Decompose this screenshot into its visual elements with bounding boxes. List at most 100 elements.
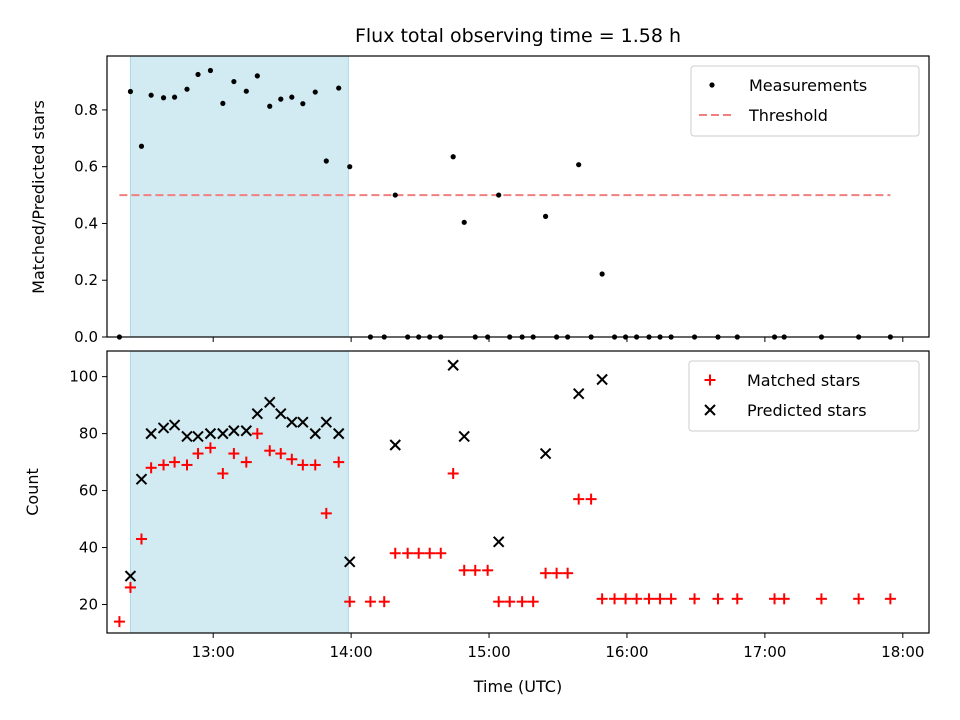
legend-predicted-swatch (704, 404, 716, 416)
predicted-star-point (320, 416, 332, 428)
y-tick-label: 20 (79, 596, 98, 614)
predicted-star-point (286, 416, 298, 428)
x-tick-label: 14:00 (330, 643, 373, 661)
measurement-point (289, 94, 295, 100)
legend-box (690, 65, 920, 137)
legend-label: Threshold (748, 106, 828, 125)
x-tick-label: 15:00 (467, 643, 510, 661)
matched-star-point (169, 456, 181, 468)
y-tick-label: 100 (69, 368, 98, 386)
matched-star-point (228, 448, 240, 460)
predicted-star-point (332, 427, 345, 440)
predicted-star-point (204, 427, 217, 440)
matched-star-point (135, 533, 147, 545)
measurement-point (184, 86, 190, 92)
matched-star-point (286, 453, 298, 465)
measurement-point (278, 96, 284, 102)
legend-label: Measurements (749, 76, 867, 95)
matched-star-point (192, 448, 204, 460)
matched-star-point (482, 564, 494, 576)
y-axis-label-ratio: Matched/Predicted stars (29, 100, 48, 294)
ratio-panel: 0.0 0.2 0.4 0.6 0.8 Measurements Threshold (74, 55, 930, 346)
matched-star-point (609, 593, 621, 605)
legend-measurement-swatch (709, 82, 715, 88)
measurement-point (599, 271, 605, 277)
matched-star-point (344, 596, 356, 608)
measurement-point (254, 73, 260, 79)
matched-star-point (333, 456, 345, 468)
measurement-point (496, 192, 502, 198)
predicted-star-point (124, 570, 137, 582)
measurement-point (323, 158, 329, 164)
measurement-point (392, 192, 398, 198)
count-panel: 20 40 60 80 100 13:00 14:00 15:00 16:00 17:00 18:0… (69, 350, 930, 661)
matched-star-point (815, 593, 827, 605)
matched-star-point (181, 459, 193, 471)
x-tick-label: 17:00 (743, 643, 786, 661)
legend: Measurements Threshold (690, 65, 920, 137)
predicted-star-point (458, 430, 470, 443)
y-tick-label: 0.2 (74, 271, 98, 289)
measurement-point (576, 162, 582, 168)
matched-star-point (596, 593, 608, 605)
measurement-point (160, 95, 167, 101)
matched-star-point (458, 564, 470, 576)
measurement-point (243, 88, 249, 94)
matched-star-point (402, 547, 414, 559)
matched-star-point (424, 547, 436, 559)
measurement-point (347, 164, 353, 170)
legend: Matched stars Predicted stars (688, 360, 920, 432)
matched-star-point (689, 593, 701, 605)
matched-star-point (389, 547, 401, 559)
observing-interval-shade (129, 55, 349, 338)
matched-star-point (769, 593, 781, 605)
predicted-star-point (217, 427, 229, 440)
measurement-point (148, 92, 154, 98)
matched-star-point (631, 593, 643, 605)
matched-star-point (540, 567, 552, 579)
series-predicted-stars (124, 359, 608, 582)
predicted-star-point (135, 473, 148, 485)
matched-star-point (643, 593, 655, 605)
x-tick-label: 18:00 (881, 643, 924, 661)
legend-box (688, 360, 920, 432)
y-tick-label: 0.4 (74, 214, 98, 232)
measurement-point (220, 100, 226, 107)
measurement-point (231, 78, 237, 85)
predicted-star-point (389, 439, 401, 451)
matched-star-point (158, 459, 170, 471)
matched-star-point (853, 593, 865, 605)
matched-star-point (504, 596, 516, 608)
predicted-star-point (264, 396, 276, 408)
measurement-point (138, 143, 145, 149)
predicted-star-point (240, 425, 253, 437)
matched-star-point (778, 593, 790, 605)
matched-star-point (562, 567, 574, 579)
predicted-star-point (297, 416, 309, 428)
matched-star-point (251, 428, 263, 440)
measurement-point (312, 89, 318, 95)
measurement-point (542, 213, 549, 219)
predicted-star-point (251, 407, 264, 420)
measurement-point (300, 101, 306, 107)
matched-star-point (665, 593, 677, 605)
matched-star-point (585, 493, 597, 505)
x-tick-label: 16:00 (605, 643, 648, 661)
matched-star-point (527, 596, 539, 608)
y-tick-label: 60 (79, 482, 98, 500)
x-axis-label: Time (UTC) (473, 677, 562, 696)
y-axis-label-count: Count (23, 468, 42, 516)
predicted-star-point (492, 536, 505, 548)
matched-star-point (731, 593, 743, 605)
matched-star-point (573, 493, 585, 505)
measurement-point (207, 67, 214, 74)
matched-star-point (264, 445, 276, 457)
predicted-star-point (344, 556, 356, 568)
matched-star-point (320, 507, 332, 519)
measurement-point (461, 219, 467, 225)
matched-star-point (113, 616, 125, 628)
series-matched-stars (113, 428, 896, 628)
matched-star-point (297, 459, 309, 471)
predicted-star-point (157, 422, 170, 434)
matched-star-point (447, 467, 459, 479)
